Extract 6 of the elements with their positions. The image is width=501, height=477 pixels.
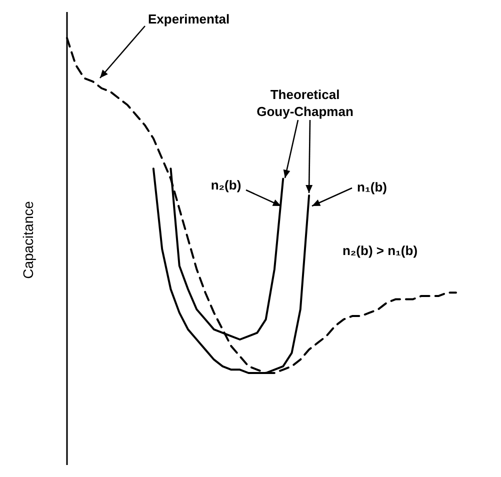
text: n₁(b) (357, 180, 387, 194)
annotation: Theoretical Gouy-Chapman (256, 87, 354, 119)
y-axis-title: Capacitance (20, 200, 36, 279)
text: Experimental (148, 12, 230, 26)
annotation: n₂(b) > n₁(b) (342, 243, 418, 258)
text: n₂(b) (210, 178, 242, 192)
